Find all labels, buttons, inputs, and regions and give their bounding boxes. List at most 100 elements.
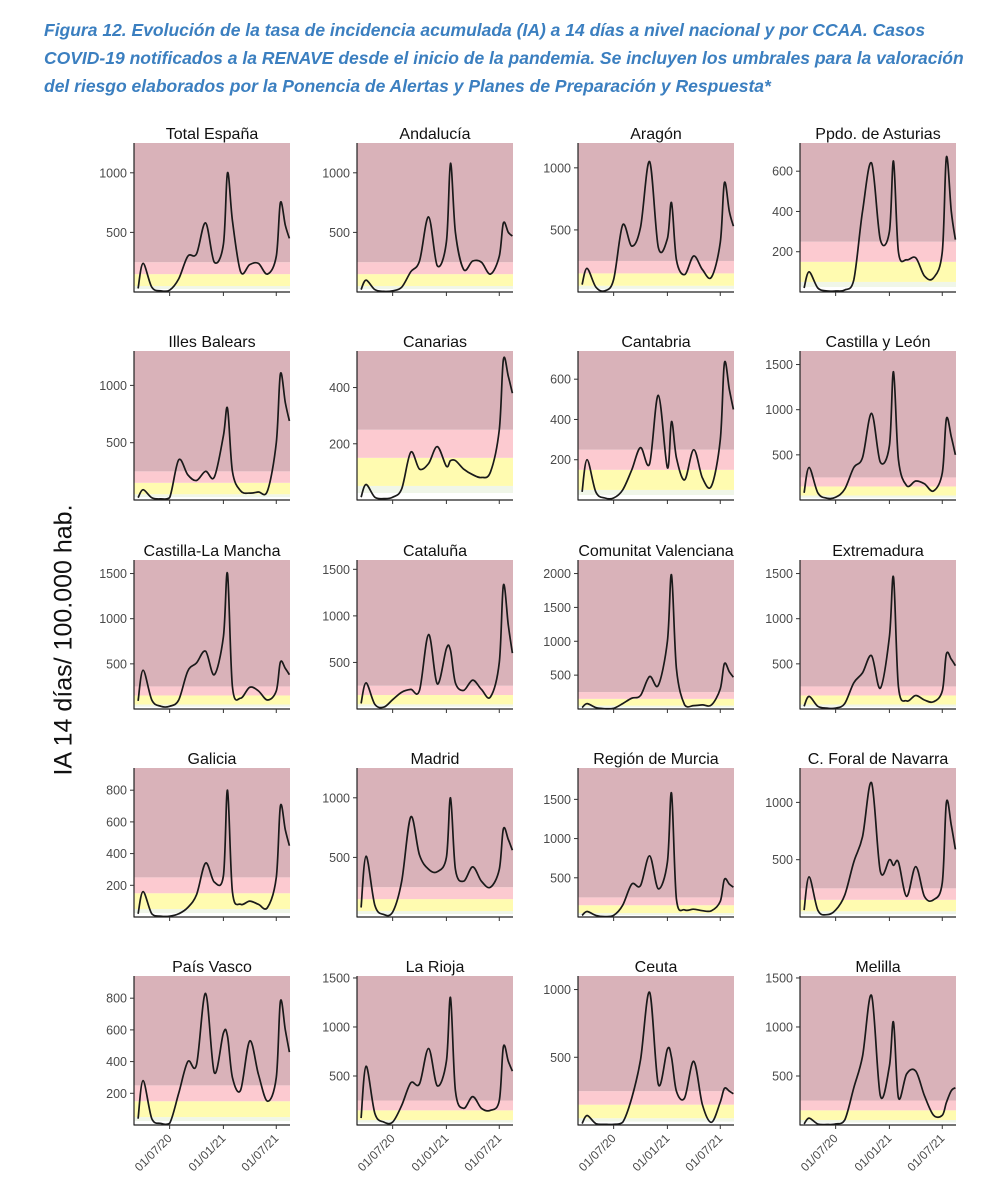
risk-band-high [578,692,734,699]
series-line-c-foral-de-navarra [803,781,957,916]
series-line-ceuta [581,991,734,1126]
y-tick-label: 1500 [765,971,793,985]
y-tick-label: 1500 [765,567,793,581]
y-tick-label: 1000 [765,796,793,810]
y-tick-label: 2000 [543,567,571,581]
risk-band-medium [800,695,956,705]
risk-band-low [800,911,956,915]
risk-band-high [578,260,734,274]
y-tick-label: 200 [106,879,127,893]
series-line-galicia [137,789,291,918]
risk-band-medium [134,893,290,910]
panel-region-de-murcia: 500 1000 1500 Región de Murcia [543,751,734,921]
panel-cataluna: 500 1000 1500 Cataluña [322,543,514,713]
panel-melilla: 500 1000 1500 01/07/20 01/01/21 01/07/21 Melil… [765,959,956,1174]
risk-band-high [357,262,513,275]
panel-title: Galicia [188,751,237,768]
y-tick-label: 500 [329,226,350,240]
panel-title: Melilla [855,959,900,976]
risk-band-very-high [578,143,734,261]
y-tick-label: 500 [329,1069,350,1083]
panel-title: Cantabria [621,334,690,351]
risk-band-low [357,1120,513,1123]
risk-band-medium [357,457,513,486]
y-tick-label: 400 [329,381,350,395]
y-tick-label: 500 [550,1051,571,1065]
risk-band-low [800,1120,956,1123]
risk-band-very-high [134,351,290,472]
panel-title: Aragón [630,126,682,143]
y-tick-label: 500 [772,657,793,671]
risk-band-medium [578,1104,734,1119]
y-tick-label: 1500 [543,601,571,615]
risk-band-low [357,286,513,290]
y-tick-label: 1000 [99,612,127,626]
y-tick-label: 1000 [322,1020,350,1034]
y-tick-label: 1000 [543,832,571,846]
panel-title: Madrid [411,751,460,768]
series-line-extremadura [803,575,957,710]
risk-band-low [134,704,290,707]
panel-title: Ceuta [635,959,678,976]
panel-title: País Vasco [172,959,252,976]
risk-band-medium [800,486,956,496]
y-tick-label: 1000 [543,983,571,997]
y-tick-label: 400 [772,205,793,219]
risk-band-low [578,1118,734,1122]
y-tick-label: 600 [772,165,793,179]
series-line-madrid [360,796,514,917]
risk-band-high [357,887,513,900]
series-line-region-de-murcia [581,792,734,918]
y-tick-label: 500 [329,851,350,865]
panel-title: Canarias [403,334,467,351]
series-line-ppdo-de-asturias [803,155,957,293]
risk-band-high [800,686,956,696]
y-tick-label: 500 [329,656,350,670]
series-line-cataluna [360,583,514,709]
y-tick-label: 400 [550,413,571,427]
risk-band-high [134,262,290,275]
panel-title: Comunitat Valenciana [578,543,733,560]
panel-title: Cataluña [403,543,467,560]
y-tick-label: 600 [106,1023,127,1037]
y-tick-label: 200 [772,245,793,259]
series-line-pais-vasco [137,992,291,1126]
panel-title: Illes Balears [168,334,255,351]
risk-band-low [800,281,956,287]
panel-ceuta: 500 1000 01/07/20 01/01/21 01/07/21 Ceuta [543,959,734,1174]
risk-band-high [134,877,290,894]
x-tick-label: 01/01/21 [852,1131,895,1174]
risk-band-high [578,897,734,906]
y-tick-label: 1500 [322,563,350,577]
risk-band-low [357,485,513,493]
risk-band-very-high [578,768,734,898]
risk-band-medium [134,695,290,705]
panel-galicia: 200 400 600 800 Galicia [106,751,291,921]
risk-band-low [134,286,290,290]
risk-band-high [800,477,956,487]
panel-title: Extremadura [832,543,924,560]
y-tick-label: 200 [550,453,571,467]
risk-band-low [134,1117,290,1122]
panel-castilla-la-mancha: 500 1000 1500 Castilla-La Mancha [99,543,291,713]
series-line-andalucia [360,162,513,293]
x-tick-label: 01/07/20 [798,1131,841,1174]
y-tick-label: 1000 [99,166,127,180]
y-tick-label: 500 [772,448,793,462]
y-tick-label: 1000 [543,161,571,175]
risk-band-high [578,1091,734,1105]
risk-band-low [357,911,513,915]
risk-band-very-high [134,143,290,263]
risk-band-medium [134,1101,290,1118]
y-tick-label: 1000 [765,403,793,417]
y-tick-label: 1500 [765,358,793,372]
y-tick-label: 500 [550,871,571,885]
x-tick-label: 01/07/20 [132,1131,175,1174]
x-tick-label: 01/01/21 [630,1131,673,1174]
x-tick-label: 01/07/20 [576,1131,619,1174]
y-tick-label: 1000 [765,612,793,626]
y-tick-label: 500 [106,436,127,450]
risk-band-low [578,913,734,916]
y-tick-label: 1000 [322,791,350,805]
